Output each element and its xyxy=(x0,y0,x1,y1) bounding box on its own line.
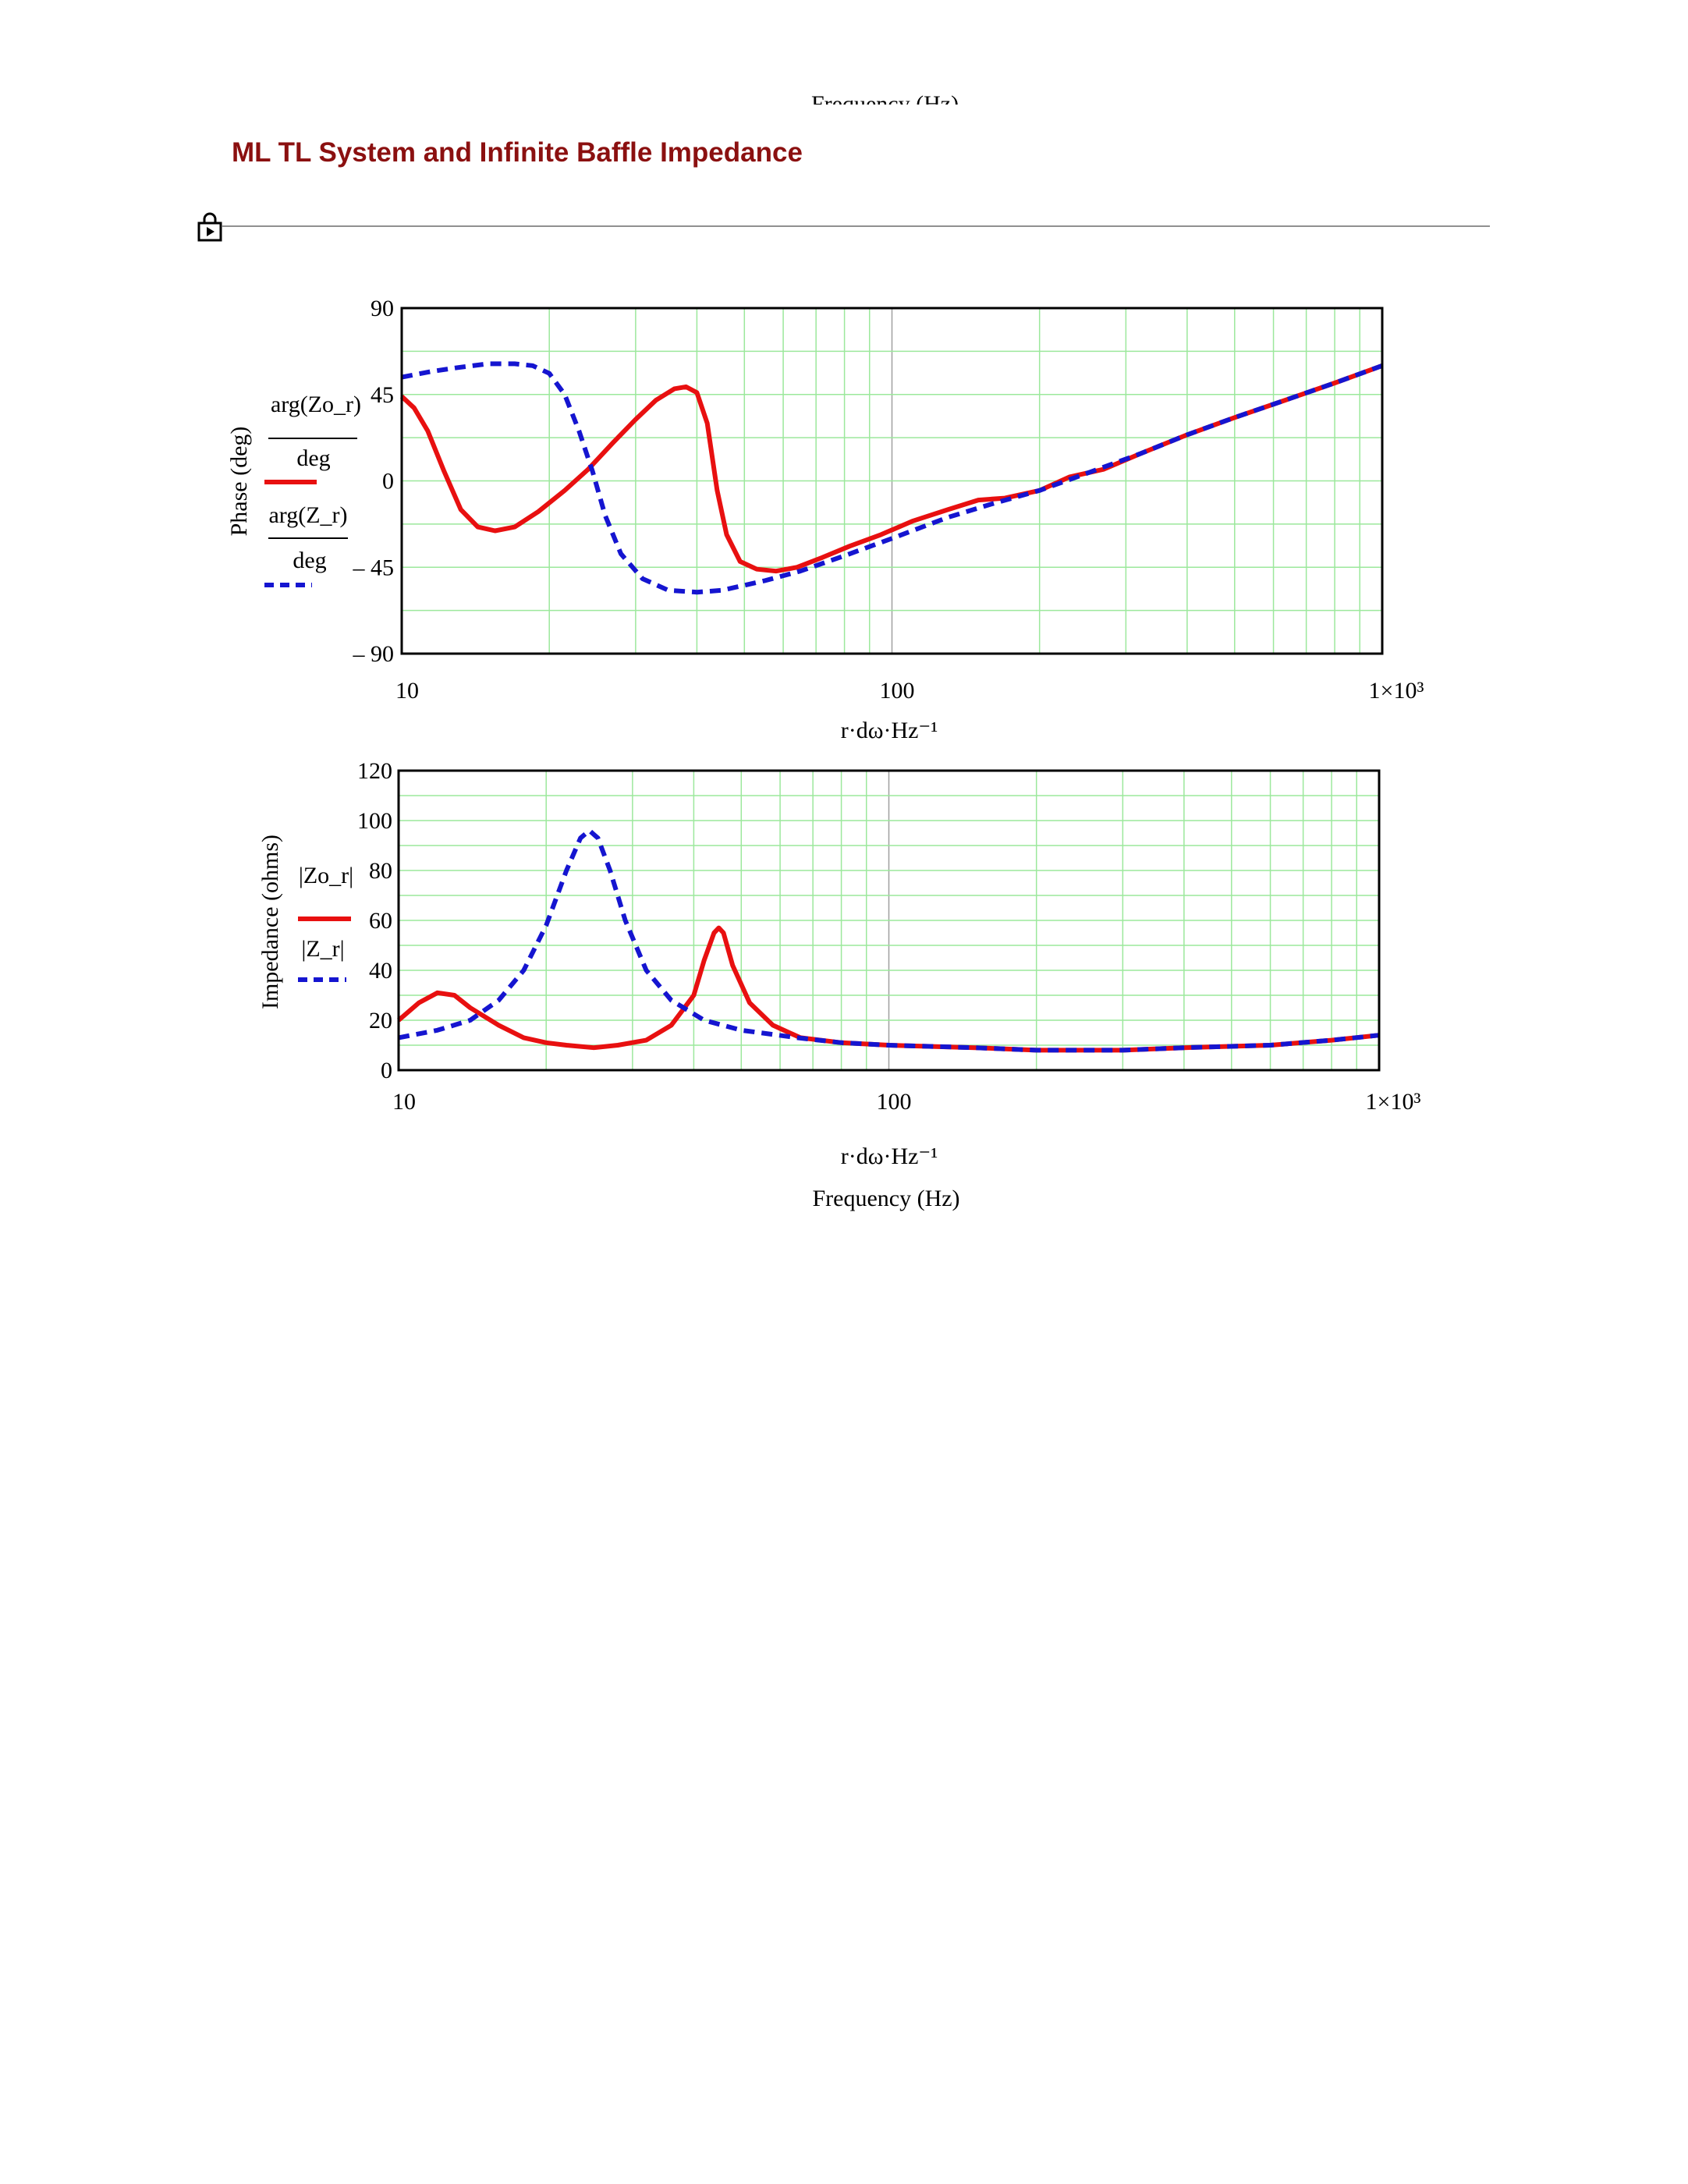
y-tick-label: 45 xyxy=(371,382,394,408)
phase-y-axis-label: Phase (deg) xyxy=(226,427,252,537)
legend-zor-arg-denominator: deg xyxy=(296,445,330,471)
y-tick-label: 0 xyxy=(381,1058,392,1083)
y-tick-label: 90 xyxy=(371,296,394,321)
phase-legend: arg(Zo_r) deg arg(Z_r) deg xyxy=(264,392,361,587)
x-tick-label: 1×10³ xyxy=(1366,1089,1421,1115)
region-divider xyxy=(222,225,1490,227)
x-tick-label: 100 xyxy=(880,678,915,704)
impedance-chart: 120 100 80 60 40 20 0 10 100 1×10³ Impedance (oh… xyxy=(257,758,1421,1211)
legend-zr-arg-numerator: arg(Z_r) xyxy=(268,502,347,528)
y-tick-label: 0 xyxy=(382,469,394,495)
legend-zor-magnitude: |Zo_r| xyxy=(299,863,353,888)
section-title: ML TL System and Infinite Baffle Impedan… xyxy=(232,137,803,168)
legend-zr-arg-denominator: deg xyxy=(293,548,326,573)
x-tick-label: 100 xyxy=(877,1089,912,1115)
impedance-x-axis-caption: Frequency (Hz) xyxy=(812,1186,959,1211)
lock-icon[interactable] xyxy=(197,212,222,242)
y-tick-label: 120 xyxy=(357,758,392,784)
phase-plot-frame xyxy=(400,307,1384,655)
x-tick-label: 10 xyxy=(395,678,419,704)
cut-off-axis-label: Frequency (Hz) xyxy=(811,91,959,105)
legend-zor-arg-numerator: arg(Zo_r) xyxy=(271,392,361,417)
impedance-plot-frame xyxy=(397,769,1381,1072)
y-tick-label: 20 xyxy=(369,1008,392,1034)
impedance-y-axis-label: Impedance (ohms) xyxy=(257,835,283,1009)
phase-chart: 90 45 0 – 45 – 90 10 100 1×10³ Phase (deg) arg… xyxy=(226,296,1424,743)
y-tick-label: 100 xyxy=(357,808,392,834)
series-blue-dashed-line xyxy=(398,828,1380,1053)
x-tick-label: 1×10³ xyxy=(1369,678,1424,704)
y-tick-label: 60 xyxy=(369,908,392,934)
impedance-legend: |Zo_r| |Z_r| xyxy=(298,863,353,982)
y-tick-label: – 90 xyxy=(353,641,395,667)
impedance-x-axis-label: r·dω·Hz⁻¹ xyxy=(841,1143,938,1169)
x-tick-label: 10 xyxy=(392,1089,416,1115)
y-tick-label: 80 xyxy=(369,858,392,884)
series-blue-dashed-line xyxy=(401,361,1384,595)
phase-x-axis-label-clipped: r·dω·Hz⁻¹ xyxy=(841,718,938,743)
legend-zr-magnitude: |Z_r| xyxy=(301,936,344,962)
y-tick-label: 40 xyxy=(369,958,392,984)
y-tick-label: – 45 xyxy=(353,555,395,580)
